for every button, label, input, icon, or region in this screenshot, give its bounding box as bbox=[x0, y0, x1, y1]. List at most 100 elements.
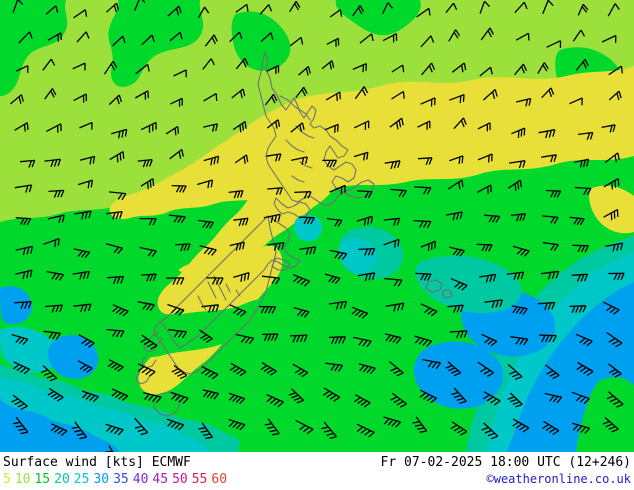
wind-barb bbox=[42, 58, 56, 71]
wind-barb bbox=[577, 3, 589, 16]
wind-barb bbox=[352, 63, 367, 73]
wind-barb bbox=[46, 270, 65, 281]
wind-barb bbox=[289, 1, 301, 13]
wind-barb bbox=[43, 330, 61, 340]
wind-barb bbox=[477, 184, 492, 194]
copyright-link[interactable]: ©weatheronline.co.uk bbox=[486, 472, 632, 486]
wind-barb bbox=[231, 88, 246, 99]
field-20kt-east-shelf-2 bbox=[338, 237, 377, 274]
wind-barb bbox=[298, 66, 311, 76]
wind-barb bbox=[73, 9, 88, 19]
wind-barb bbox=[289, 36, 304, 47]
wind-barb bbox=[510, 336, 529, 346]
wind-barb bbox=[356, 215, 373, 226]
wind-barb bbox=[420, 35, 435, 48]
wind-barb bbox=[47, 32, 62, 42]
wind-barb bbox=[390, 392, 407, 408]
wind-barb bbox=[451, 62, 467, 73]
wind-barb bbox=[169, 31, 183, 42]
wind-barb bbox=[259, 4, 273, 15]
wind-barb bbox=[141, 121, 157, 133]
wind-barb bbox=[484, 214, 501, 223]
wind-speed-legend: 5 10 15 20 25 30 35 40 45 50 55 60 bbox=[3, 473, 227, 486]
wind-barb bbox=[299, 216, 315, 225]
wind-barb bbox=[322, 387, 341, 402]
wind-barb bbox=[167, 5, 182, 17]
wind-barb bbox=[261, 275, 281, 285]
wind-barb bbox=[107, 359, 124, 372]
wind-barb bbox=[76, 31, 90, 43]
field-30kt-se-jet-arm bbox=[413, 341, 504, 409]
wind-barb bbox=[20, 159, 36, 168]
wind-barb bbox=[391, 64, 405, 73]
wind-barb bbox=[199, 245, 217, 256]
wind-barb bbox=[353, 151, 369, 161]
wind-barb bbox=[602, 301, 620, 315]
wind-barb bbox=[288, 388, 305, 404]
wind-barb bbox=[608, 65, 624, 76]
wind-barb bbox=[141, 34, 155, 46]
coastline-layer bbox=[135, 51, 453, 417]
wind-barb bbox=[389, 117, 404, 130]
wind-barb bbox=[413, 219, 432, 229]
wind-barb bbox=[412, 416, 428, 433]
wind-barb bbox=[167, 303, 185, 316]
wind-barb bbox=[358, 363, 376, 375]
wind-barb bbox=[203, 93, 218, 102]
wind-barb bbox=[15, 245, 34, 256]
legend-tick-10: 10 bbox=[14, 472, 31, 487]
wind-barb bbox=[79, 121, 93, 130]
wind-barb bbox=[235, 57, 249, 70]
field-5kt-east-patch bbox=[589, 185, 634, 234]
wind-barb bbox=[356, 423, 375, 438]
wind-barb bbox=[507, 364, 523, 381]
wind-barb bbox=[73, 93, 88, 103]
wind-barb bbox=[289, 334, 308, 343]
legend-tick-5: 5 bbox=[3, 472, 11, 487]
wind-barb bbox=[79, 155, 96, 165]
wind-barb bbox=[139, 217, 157, 226]
wind-barb bbox=[416, 7, 431, 18]
wind-barb bbox=[295, 86, 308, 98]
wind-barb bbox=[329, 249, 348, 260]
wind-barb bbox=[511, 127, 526, 138]
field-20kt-se-fringe bbox=[415, 255, 522, 314]
wind-speed-map[interactable] bbox=[0, 0, 634, 452]
wind-barb bbox=[140, 334, 158, 350]
wind-barb bbox=[569, 97, 583, 106]
wind-barb bbox=[575, 333, 593, 347]
coastline-cook-strait bbox=[273, 197, 311, 219]
wind-barb bbox=[604, 152, 620, 164]
coastline-north-island bbox=[257, 51, 375, 207]
wind-barb bbox=[12, 361, 31, 375]
wind-barb bbox=[572, 422, 591, 434]
wind-barb bbox=[571, 391, 590, 405]
wind-barb bbox=[143, 391, 162, 404]
wind-barb bbox=[228, 189, 244, 199]
wind-barb bbox=[170, 391, 189, 404]
wind-barb bbox=[477, 153, 493, 163]
wind-barb bbox=[169, 148, 184, 160]
field-20kt-cook-strait bbox=[294, 214, 322, 242]
wind-barb bbox=[328, 336, 346, 345]
wind-barb bbox=[321, 60, 335, 70]
wind-barb bbox=[264, 93, 278, 106]
wind-barb bbox=[606, 391, 624, 408]
wind-barb bbox=[358, 247, 376, 256]
wind-barb bbox=[329, 184, 346, 195]
coastline-stewart-island bbox=[153, 391, 181, 417]
wind-barb bbox=[165, 125, 180, 136]
wind-barb bbox=[137, 363, 156, 377]
wind-barb bbox=[359, 33, 374, 44]
wind-barb bbox=[483, 391, 501, 406]
coastline-chatham-islands bbox=[425, 279, 453, 299]
wind-barb bbox=[451, 387, 467, 405]
wind-barb bbox=[45, 5, 59, 15]
wind-barb bbox=[197, 6, 210, 19]
wind-barb bbox=[235, 333, 255, 345]
wind-barb bbox=[107, 275, 125, 285]
wind-barb bbox=[388, 361, 404, 377]
wind-barb bbox=[14, 300, 32, 310]
map-canvas[interactable] bbox=[0, 0, 634, 452]
wind-barb bbox=[326, 217, 343, 227]
